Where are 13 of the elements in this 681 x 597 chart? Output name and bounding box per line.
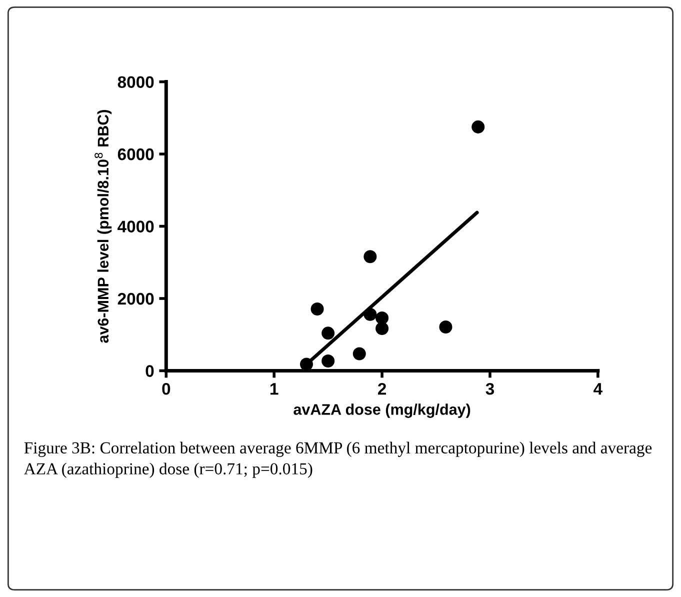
caption: Figure 3B: Correlation between average 6MMP (6 methyl mercaptopurine) levels and average AZA (azathioprine) dose (r=0.71; p=0.015): [24, 442, 652, 478]
x-tick-label: 2: [378, 382, 386, 395]
y-tick-label: 6000: [118, 148, 154, 160]
y-axis-title: av6-MMP level (pmol/8.10$^{8}$ RBC): [94, 110, 112, 343]
x-tick-label: 3: [486, 382, 494, 395]
x-tick-label: 1: [270, 383, 278, 395]
x-axis-title: avAZA dose (mg/kg/day): [294, 404, 470, 418]
y-tick-label: 4000: [118, 220, 154, 232]
x-tick-label: 0: [162, 382, 170, 395]
y-tick-label: 8000: [118, 76, 154, 88]
x-tick-label: 4: [594, 383, 602, 395]
y-tick-label: 2000: [118, 292, 154, 305]
y-tick-label: 0: [146, 365, 154, 377]
